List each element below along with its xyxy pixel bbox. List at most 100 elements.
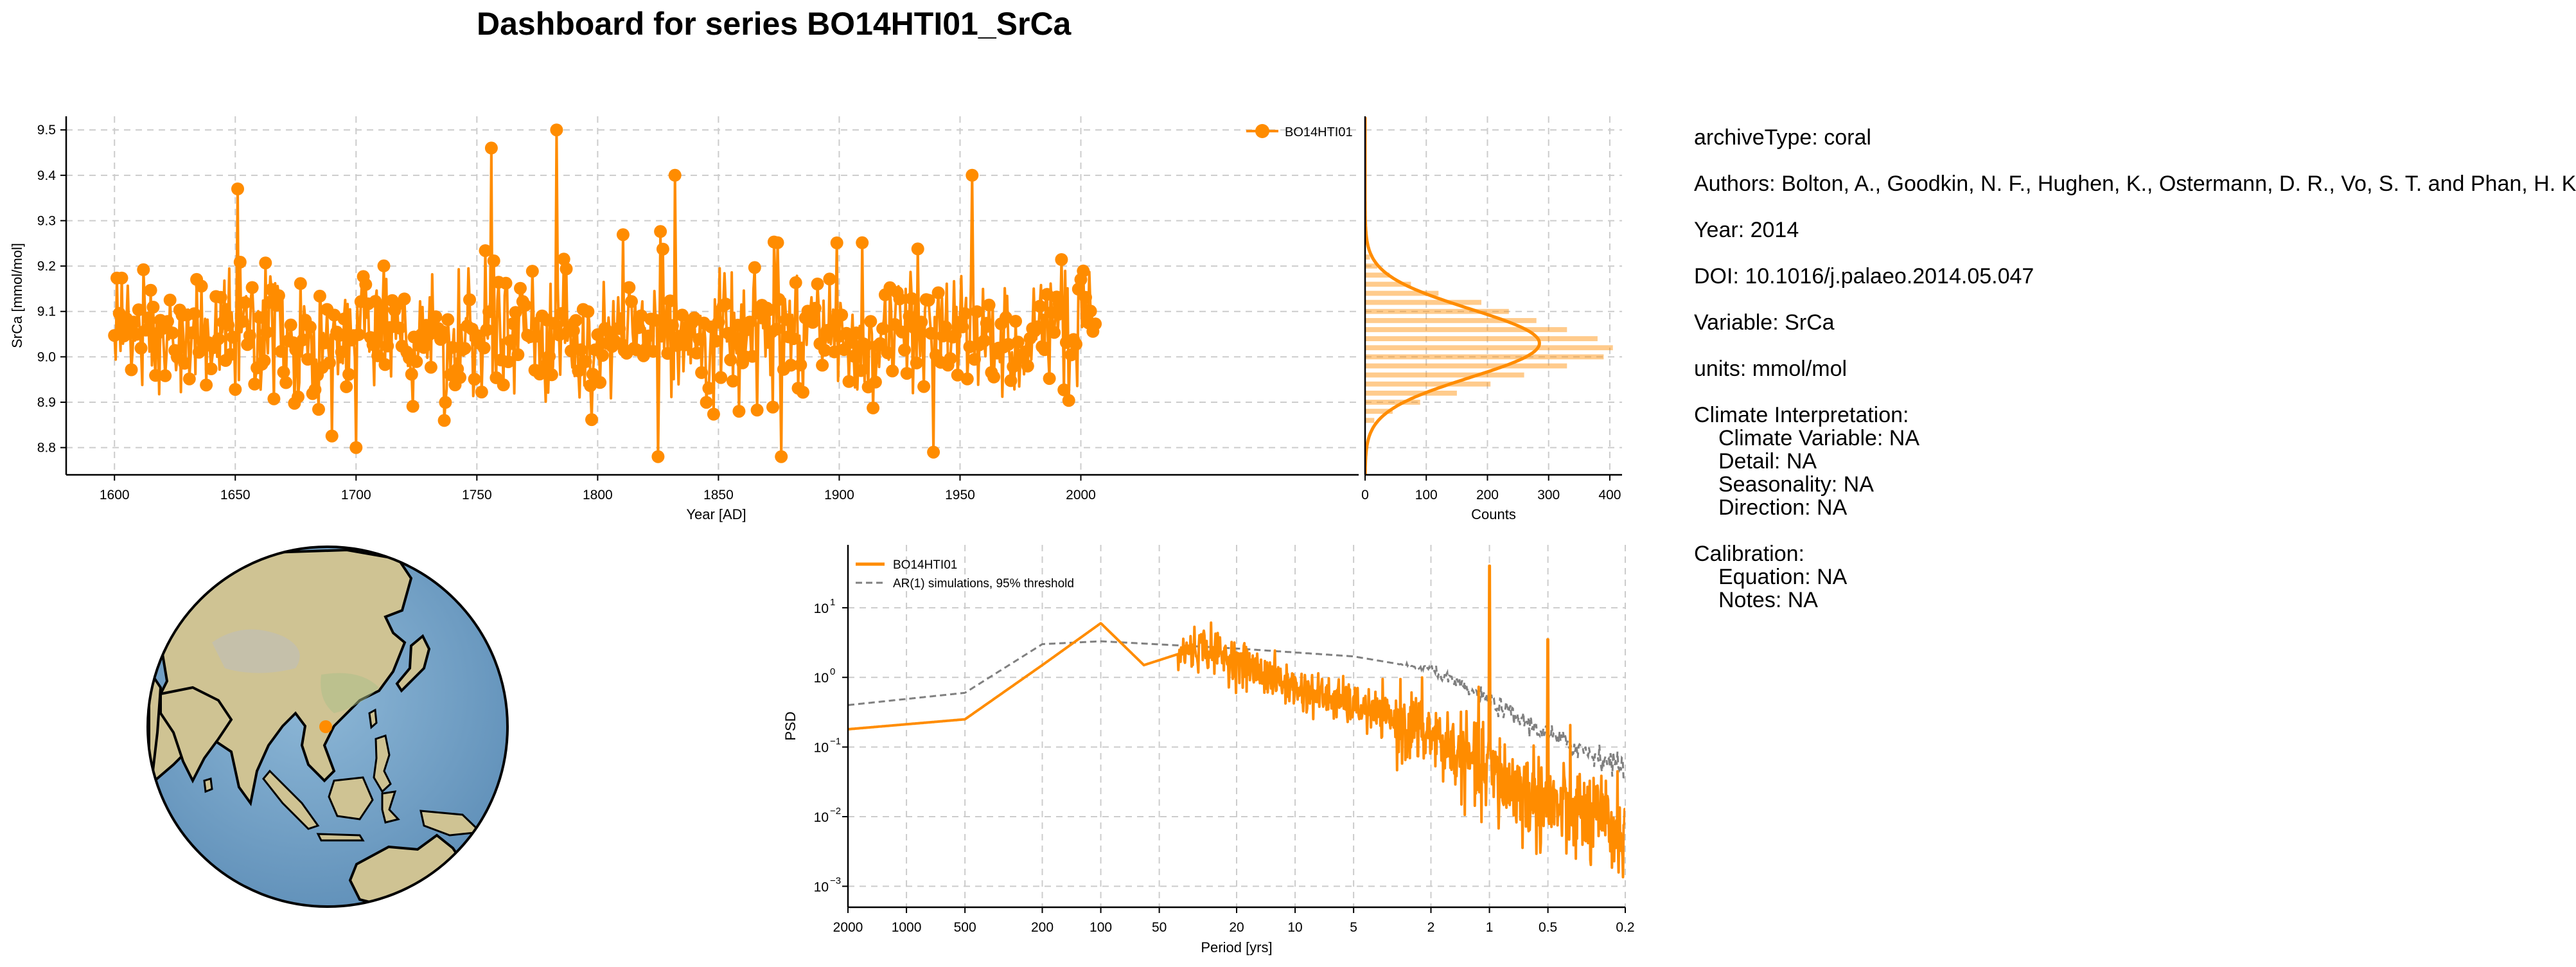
timeseries-point <box>398 292 411 306</box>
timeseries-point <box>895 325 909 339</box>
timeseries-point <box>931 286 945 299</box>
histogram-grid <box>1364 116 1622 475</box>
timeseries-point <box>982 298 996 312</box>
timeseries-point <box>1038 343 1052 357</box>
timeseries-point <box>550 123 563 137</box>
histogram-bar <box>1365 263 1377 269</box>
land-taiwan <box>368 708 378 729</box>
timeseries-point <box>856 236 869 249</box>
meta-climate-seasonality: Seasonality: NA <box>1718 472 1874 497</box>
timeseries-point <box>763 303 776 317</box>
timeseries-point <box>770 323 783 336</box>
timeseries-point <box>1055 253 1068 266</box>
timeseries-point <box>303 321 317 333</box>
timeseries-point <box>746 350 759 363</box>
timeseries-point <box>854 364 868 377</box>
land-java <box>316 833 365 842</box>
timeseries-point <box>1057 383 1071 396</box>
timeseries-point <box>779 313 793 326</box>
timeseries-point <box>294 277 307 290</box>
timeseries-point <box>987 370 1001 384</box>
timeseries-point <box>951 368 964 382</box>
timeseries-ytick-label: 9.0 <box>37 350 56 364</box>
timeseries-point <box>1062 394 1075 407</box>
timeseries-point <box>538 359 551 373</box>
timeseries-point <box>818 344 831 357</box>
timeseries-point <box>743 315 757 329</box>
timeseries-point <box>211 332 225 346</box>
timeseries-point <box>312 403 325 416</box>
spectrum-xtick-label: 100 <box>1090 920 1112 935</box>
timeseries-point <box>734 335 747 349</box>
timeseries-point <box>794 359 807 371</box>
timeseries-point <box>557 253 570 266</box>
timeseries-xtick-label: 1750 <box>462 488 492 502</box>
timeseries-point <box>797 386 809 399</box>
timeseries-point <box>958 307 971 321</box>
spectrum-xtick-label: 1 <box>1486 920 1494 935</box>
timeseries-point <box>886 364 899 378</box>
histogram-xtick-label: 400 <box>1598 488 1621 502</box>
timeseries-point <box>1064 348 1078 362</box>
timeseries-point <box>446 341 459 354</box>
timeseries-point <box>784 359 798 372</box>
timeseries-ytick-label: 8.8 <box>37 441 56 456</box>
timeseries-point <box>676 308 689 322</box>
timeseries-point <box>924 326 938 340</box>
spectrum-xtick-label: 10 <box>1287 920 1302 935</box>
timeseries-point <box>277 366 290 379</box>
timeseries-point <box>707 407 720 421</box>
timeseries-point <box>771 236 784 249</box>
timeseries-point <box>178 357 191 370</box>
timeseries-point <box>259 256 272 270</box>
land-borneo <box>328 776 374 821</box>
timeseries-point <box>1070 337 1082 351</box>
timeseries-point <box>766 400 779 414</box>
timeseries-xtick-label: 1650 <box>220 488 251 502</box>
timeseries-ytick-label: 9.3 <box>37 213 56 228</box>
histogram-bar <box>1365 272 1390 278</box>
timeseries-point <box>328 308 341 322</box>
timeseries-point <box>233 256 247 269</box>
timeseries-point <box>371 349 385 362</box>
timeseries-point <box>195 279 208 293</box>
timeseries-point <box>552 328 566 342</box>
timeseries-point <box>463 293 476 306</box>
timeseries-point <box>944 352 957 366</box>
spectrum-xtick-label: 2 <box>1427 920 1435 935</box>
timeseries-point <box>243 329 256 342</box>
spectrum-legend: BO14HTI01 AR(1) simulations, 95% thresho… <box>856 558 1074 590</box>
land-japan <box>395 634 431 693</box>
timeseries-point <box>898 343 911 357</box>
timeseries-point <box>139 323 153 337</box>
histogram-bar <box>1365 381 1491 387</box>
timeseries-point <box>531 330 544 343</box>
timeseries-ytick-label: 8.9 <box>37 395 56 410</box>
timeseries-point <box>436 325 450 339</box>
timeseries-point <box>137 263 150 276</box>
timeseries-point <box>547 317 561 330</box>
histogram-bar <box>1365 354 1604 360</box>
timeseries-xlabel: Year [AD] <box>686 506 746 522</box>
histogram-xtick-label: 300 <box>1537 488 1560 502</box>
timeseries-point <box>721 326 735 340</box>
timeseries-point <box>572 364 585 378</box>
land-sulawesi <box>381 790 400 824</box>
timeseries-point <box>543 350 556 363</box>
timeseries-point <box>642 329 655 342</box>
timeseries-point <box>690 346 703 360</box>
timeseries-point <box>702 382 716 395</box>
timeseries-point <box>661 347 675 360</box>
timeseries-point <box>1045 306 1059 319</box>
timeseries-point <box>159 369 172 382</box>
timeseries-point <box>1019 345 1032 359</box>
timeseries-point <box>378 358 392 371</box>
timeseries-point <box>504 334 517 348</box>
timeseries-point <box>185 326 198 339</box>
meta-calibration: Calibration: Equation: NA Notes: NA <box>1694 542 2576 612</box>
histogram-ticks: 0 100 200 300 400 <box>1361 475 1621 502</box>
timeseries-point <box>1004 374 1018 387</box>
timeseries-point <box>678 331 691 344</box>
